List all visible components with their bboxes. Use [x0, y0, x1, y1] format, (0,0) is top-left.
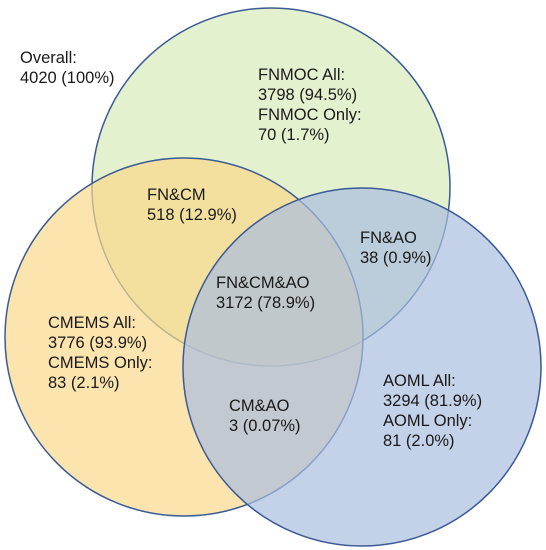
fn-cm-ao-label: FN&CM&AO 3172 (78.9%) — [216, 273, 315, 313]
fn-cm-label: FN&CM 518 (12.9%) — [147, 185, 237, 225]
fn-cm-title: FN&CM — [147, 186, 206, 204]
fnmoc-label: FNMOC All: 3798 (94.5%) FNMOC Only: 70 (… — [258, 65, 362, 145]
fn-cm-value: 518 (12.9%) — [147, 206, 237, 224]
cm-ao-value: 3 (0.07%) — [229, 417, 301, 435]
cmems-label: CMEMS All: 3776 (93.9%) CMEMS Only: 83 (… — [48, 313, 153, 393]
cm-ao-title: CM&AO — [229, 397, 290, 415]
overall-label: Overall: 4020 (100%) — [20, 48, 114, 88]
fn-cm-ao-title: FN&CM&AO — [216, 274, 310, 292]
aoml-circle — [182, 187, 542, 547]
cmems-all-value: 3776 (93.9%) — [48, 334, 148, 352]
aoml-label: AOML All: 3294 (81.9%) AOML Only: 81 (2.… — [383, 371, 482, 451]
fn-ao-value: 38 (0.9%) — [360, 249, 432, 267]
fnmoc-all-label: FNMOC All: — [258, 66, 346, 84]
cm-ao-label: CM&AO 3 (0.07%) — [229, 396, 301, 436]
overall-title: Overall: — [20, 49, 77, 67]
aoml-all-label: AOML All: — [383, 372, 456, 390]
overall-value: 4020 (100%) — [20, 69, 115, 87]
cmems-all-label: CMEMS All: — [48, 314, 137, 332]
fn-cm-ao-value: 3172 (78.9%) — [216, 294, 316, 312]
fnmoc-only-label: FNMOC Only: — [258, 106, 362, 124]
aoml-only-label: AOML Only: — [383, 412, 473, 430]
aoml-all-value: 3294 (81.9%) — [383, 392, 483, 410]
aoml-only-value: 81 (2.0%) — [383, 432, 455, 450]
cmems-only-value: 83 (2.1%) — [48, 374, 120, 392]
fn-ao-title: FN&AO — [360, 229, 417, 247]
fnmoc-all-value: 3798 (94.5%) — [258, 86, 358, 104]
cmems-only-label: CMEMS Only: — [48, 354, 153, 372]
fnmoc-only-value: 70 (1.7%) — [258, 126, 330, 144]
fn-ao-label: FN&AO 38 (0.9%) — [360, 228, 432, 268]
